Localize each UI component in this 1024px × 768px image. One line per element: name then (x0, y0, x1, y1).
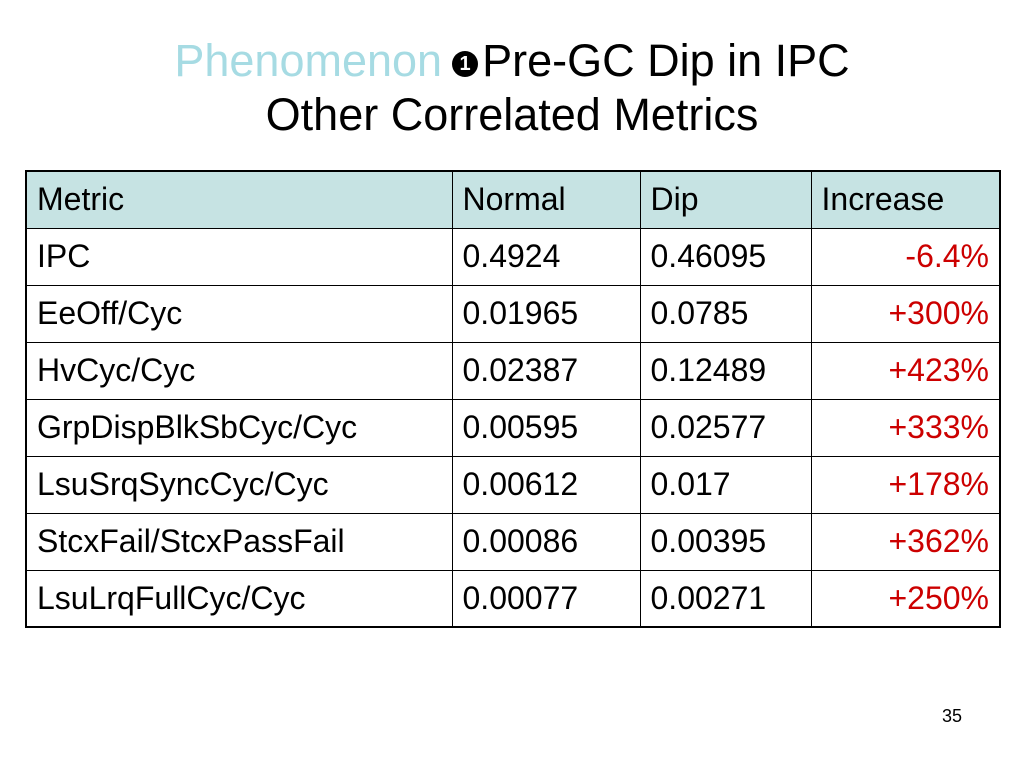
increase-cell: -6.4% (810, 227, 1001, 286)
slide-number: 35 (941, 706, 962, 726)
table-row: GrpDispBlkSbCyc/Cyc 0.00595 0.02577 +333… (25, 398, 1001, 457)
normal-cell: 0.01965 (451, 284, 641, 343)
normal-cell: 0.4924 (451, 227, 641, 286)
metric-cell: EeOff/Cyc (25, 284, 453, 343)
table-row: HvCyc/Cyc 0.02387 0.12489 +423% (25, 341, 1001, 400)
dip-cell: 0.02577 (639, 398, 812, 457)
normal-cell: 0.00612 (451, 455, 641, 514)
increase-cell: +250% (810, 569, 1001, 628)
header-normal: Normal (451, 170, 641, 229)
table-row: IPC 0.4924 0.46095 -6.4% (25, 227, 1001, 286)
phenomenon-label: Phenomenon (174, 35, 443, 86)
metric-cell: HvCyc/Cyc (25, 341, 453, 400)
dip-cell: 0.0785 (639, 284, 812, 343)
metric-cell: IPC (25, 227, 453, 286)
dip-cell: 0.46095 (639, 227, 812, 286)
metric-cell: StcxFail/StcxPassFail (25, 512, 453, 571)
metric-cell: LsuSrqSyncCyc/Cyc (25, 455, 453, 514)
metric-cell: GrpDispBlkSbCyc/Cyc (25, 398, 453, 457)
increase-cell: +300% (810, 284, 1001, 343)
table-row: EeOff/Cyc 0.01965 0.0785 +300% (25, 284, 1001, 343)
title-heading: Pre-GC Dip in IPC (482, 35, 850, 86)
title-line-1: Phenomenon 1 Pre-GC Dip in IPC (0, 34, 1024, 88)
title-subheading: Other Correlated Metrics (265, 89, 759, 140)
metrics-table: Metric Normal Dip Increase IPC 0.4924 0.… (25, 170, 1001, 628)
header-dip: Dip (639, 170, 812, 229)
number-one-icon: 1 (452, 51, 479, 77)
increase-cell: +333% (810, 398, 1001, 457)
normal-cell: 0.02387 (451, 341, 641, 400)
increase-cell: +362% (810, 512, 1001, 571)
table-row: LsuLrqFullCyc/Cyc 0.00077 0.00271 +250% (25, 569, 1001, 628)
metric-cell: LsuLrqFullCyc/Cyc (25, 569, 453, 628)
dip-cell: 0.00395 (639, 512, 812, 571)
normal-cell: 0.00595 (451, 398, 641, 457)
dip-cell: 0.017 (639, 455, 812, 514)
table-row: LsuSrqSyncCyc/Cyc 0.00612 0.017 +178% (25, 455, 1001, 514)
normal-cell: 0.00086 (451, 512, 641, 571)
increase-cell: +423% (810, 341, 1001, 400)
table-row: StcxFail/StcxPassFail 0.00086 0.00395 +3… (25, 512, 1001, 571)
normal-cell: 0.00077 (451, 569, 641, 628)
increase-cell: +178% (810, 455, 1001, 514)
table-header-row: Metric Normal Dip Increase (25, 170, 1001, 229)
header-metric: Metric (25, 170, 453, 229)
dip-cell: 0.00271 (639, 569, 812, 628)
slide-title: Phenomenon 1 Pre-GC Dip in IPC Other Corre… (0, 34, 1024, 142)
dip-cell: 0.12489 (639, 341, 812, 400)
header-increase: Increase (810, 170, 1001, 229)
